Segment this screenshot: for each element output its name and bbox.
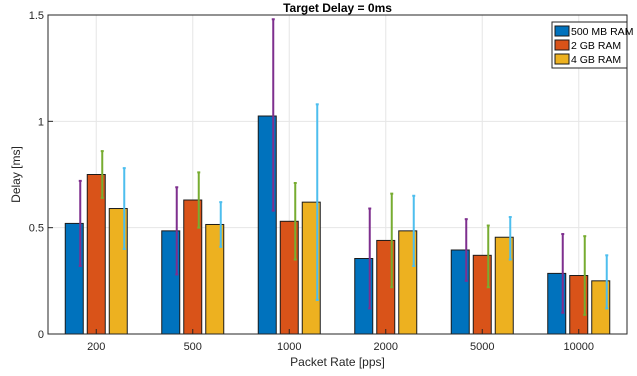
y-tick-label: 0	[38, 329, 44, 341]
x-tick-label: 5000	[470, 341, 494, 353]
x-tick-label: 2000	[374, 341, 398, 353]
axes-box	[47, 14, 628, 335]
axis-ticks: 0 0.5 1 1.5 200 500 1000 2000 5000 10000	[29, 10, 594, 353]
x-tick-label: 1000	[277, 341, 301, 353]
x-axis-label: Packet Rate [pps]	[290, 355, 385, 369]
error-bars	[78, 18, 609, 316]
y-tick-label: 0.5	[29, 223, 44, 235]
x-tick-label: 500	[184, 341, 202, 353]
y-tick-label: 1.5	[29, 10, 44, 22]
legend-label: 2 GB RAM	[571, 40, 621, 52]
legend-swatch	[554, 25, 570, 37]
x-tick-label: 10000	[563, 341, 594, 353]
legend-swatch	[554, 39, 570, 51]
legend-label: 4 GB RAM	[571, 54, 621, 66]
legend-swatch	[554, 53, 570, 65]
x-tick-label: 200	[87, 341, 105, 353]
y-axis-label: Delay [ms]	[9, 146, 23, 203]
legend: 500 MB RAM 2 GB RAM 4 GB RAM	[551, 21, 633, 69]
chart-title: Target Delay = 0ms	[283, 1, 392, 15]
y-tick-label: 1	[38, 116, 44, 128]
legend-label: 500 MB RAM	[571, 26, 633, 38]
